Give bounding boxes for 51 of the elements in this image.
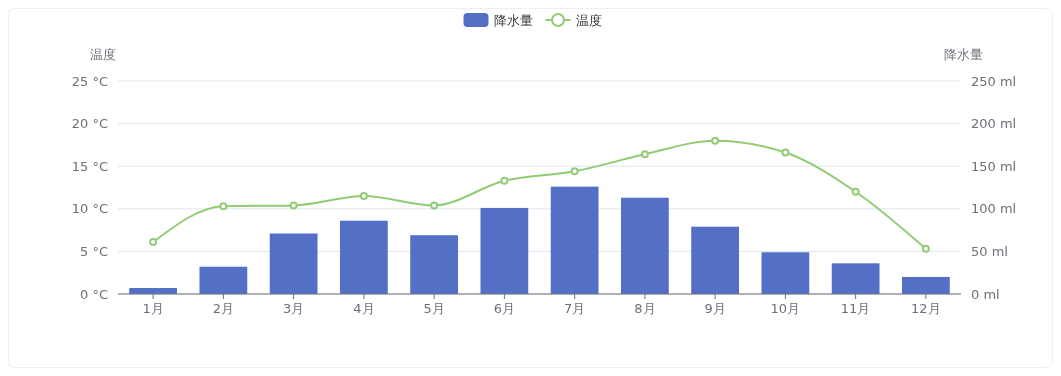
x-tick-label: 3月 — [282, 301, 305, 316]
point — [851, 187, 860, 196]
x-tick-label: 11月 — [840, 301, 871, 316]
bar — [691, 226, 740, 294]
point — [149, 238, 158, 247]
point — [921, 244, 930, 253]
point — [640, 150, 649, 159]
y2-tick-label: 0 ml — [971, 286, 1000, 302]
x-tick-label: 9月 — [704, 301, 726, 316]
y-tick-label: 25 °C — [71, 73, 108, 89]
x-tick-label: 7月 — [563, 301, 586, 316]
point — [219, 202, 228, 211]
y2-tick-label: 100 ml — [971, 201, 1017, 217]
y2-axis-title: 降水量 — [943, 47, 983, 62]
legend-label: 降水量 — [493, 12, 533, 28]
y2-tick-label: 50 ml — [971, 243, 1008, 259]
y-tick-label: 10 °C — [71, 201, 108, 217]
x-tick-label: 12月 — [911, 301, 941, 316]
point — [500, 176, 509, 185]
y2-tick-label: 200 ml — [971, 116, 1017, 132]
bar — [901, 276, 950, 294]
bar — [410, 235, 459, 294]
y-tick-label: 15 °C — [71, 158, 108, 174]
x-tick-label: 4月 — [353, 301, 375, 316]
y2-tick-label: 150 ml — [971, 158, 1017, 174]
point — [430, 201, 439, 210]
point — [570, 167, 579, 176]
point — [359, 192, 368, 201]
y-tick-label: 20 °C — [71, 116, 108, 132]
x-tick-label: 5月 — [423, 301, 445, 316]
x-tick-label: 1月 — [142, 301, 164, 316]
y-axis-title: 温度 — [90, 47, 116, 62]
bar — [761, 252, 810, 294]
legend-label: 温度 — [575, 12, 602, 28]
bar — [339, 220, 388, 294]
bar — [620, 197, 669, 294]
point — [781, 148, 790, 157]
bar — [199, 266, 248, 294]
y-tick-label: 5 °C — [80, 243, 108, 259]
x-tick-label: 2月 — [212, 301, 235, 316]
bar — [550, 186, 599, 294]
x-tick-label: 8月 — [634, 301, 656, 316]
bar — [269, 233, 318, 294]
x-tick-label: 6月 — [493, 301, 516, 316]
x-tick-label: 10月 — [770, 301, 801, 316]
point — [289, 201, 298, 210]
bar — [831, 263, 880, 294]
point — [711, 136, 720, 145]
y2-tick-label: 250 ml — [971, 73, 1017, 89]
y-tick-label: 0 °C — [80, 286, 108, 302]
bar — [480, 207, 529, 294]
